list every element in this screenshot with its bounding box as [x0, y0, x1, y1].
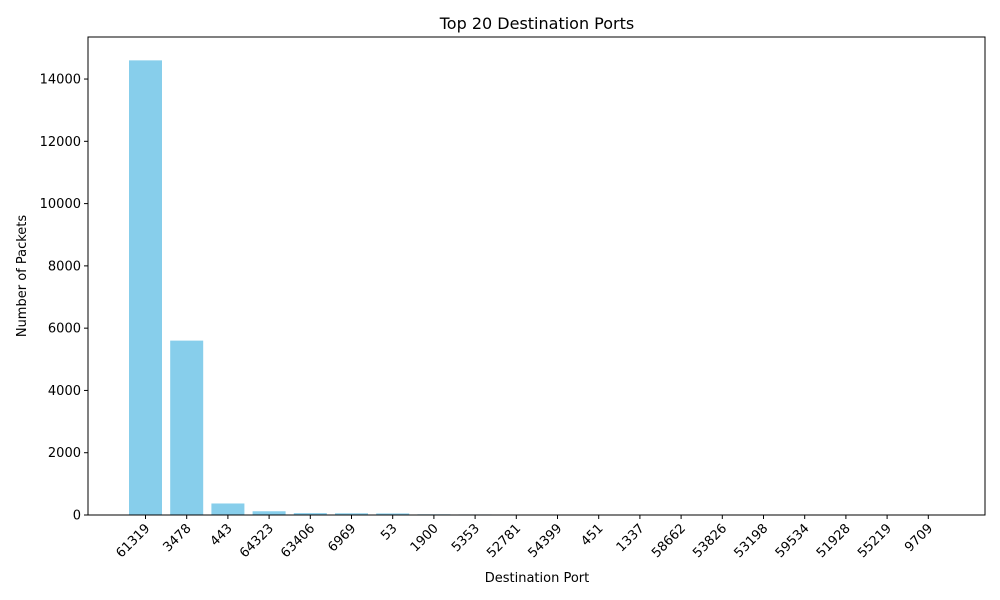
y-tick-label: 10000 [40, 197, 81, 212]
x-tick-label: 61319 [113, 521, 153, 561]
y-ticks-group: 0 2000 4000 6000 8000 10000 12000 14000 [40, 73, 88, 524]
y-tick-label: 14000 [40, 73, 81, 88]
x-tick-label: 9709 [902, 521, 936, 555]
x-tick-label: 53198 [731, 521, 771, 561]
bar-3478 [170, 340, 204, 515]
bars-group [129, 60, 945, 516]
y-tick-label: 0 [73, 509, 81, 524]
x-tick-label: 55219 [855, 521, 895, 561]
bar-64323 [252, 511, 286, 515]
x-tick-label: 54399 [525, 521, 565, 561]
plot-frame [87, 36, 986, 516]
x-ticks-group: 61319 3478 443 64323 63406 6969 53 1900 5353 5278… [113, 515, 936, 561]
x-tick-label: 51928 [814, 521, 854, 561]
x-tick-label: 3478 [161, 521, 195, 555]
x-tick-label: 53 [378, 521, 400, 543]
x-tick-label: 58662 [649, 521, 689, 561]
y-tick-label: 4000 [48, 384, 81, 399]
y-tick-label: 2000 [48, 446, 81, 461]
bar-443 [211, 503, 245, 515]
x-tick-label: 63406 [278, 521, 318, 561]
x-tick-label: 53826 [690, 521, 730, 561]
x-tick-label: 5353 [449, 521, 483, 555]
bar-53 [376, 513, 410, 515]
x-tick-label: 52781 [484, 521, 524, 561]
bar-61319 [129, 60, 162, 516]
bar-6969 [335, 513, 368, 515]
bar-63406 [293, 513, 327, 515]
x-tick-label: 59534 [773, 521, 813, 561]
x-tick-label: 1900 [408, 521, 442, 555]
x-tick-label: 6969 [325, 521, 359, 555]
y-tick-label: 8000 [48, 259, 81, 274]
x-axis-label: Destination Port [485, 571, 590, 586]
x-tick-label: 451 [578, 521, 606, 549]
x-tick-label: 443 [208, 521, 236, 549]
x-tick-label: 1337 [614, 521, 648, 555]
x-tick-label: 64323 [237, 521, 277, 561]
y-tick-label: 12000 [40, 135, 81, 150]
y-axis-label: Number of Packets [15, 215, 30, 338]
y-tick-label: 6000 [48, 322, 81, 337]
chart-title: Top 20 Destination Ports [439, 14, 634, 33]
